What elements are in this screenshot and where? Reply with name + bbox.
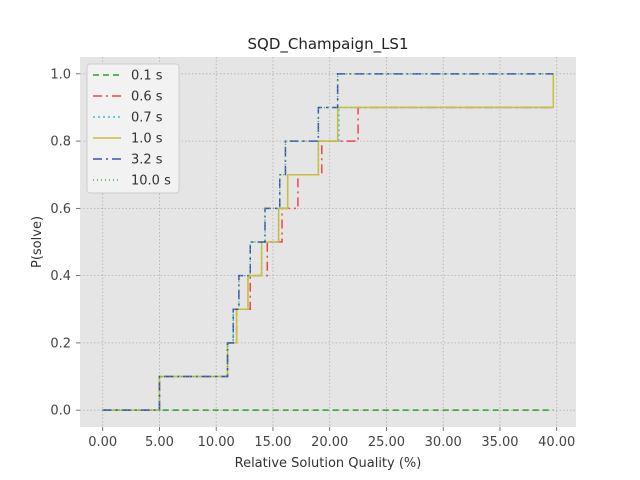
x-tick-label: 30.00: [425, 435, 462, 450]
axis-ticks: 0.00 5.00 10.00 15.00 20.00 25.00 30.00 35.00 40…: [50, 67, 575, 450]
legend-label: 1.0 s: [131, 132, 163, 147]
x-tick-label: 35.00: [481, 435, 518, 450]
series-line-2: [102, 106, 554, 411]
y-axis-label: P(solve): [30, 216, 45, 268]
legend: 0.1 s 0.6 s 0.7 s 1.0 s 3.2 s 10.0 s: [86, 63, 180, 194]
chart-title: SQD_Champaign_LS1: [248, 35, 409, 54]
y-tick-label: 0.8: [50, 135, 71, 150]
x-axis-label: Relative Solution Quality (%): [235, 456, 422, 471]
legend-label: 10.0 s: [131, 174, 171, 189]
series-line-5: [102, 73, 554, 411]
x-tick-label: 5.00: [145, 435, 174, 450]
x-tick-label: 15.00: [254, 435, 291, 450]
x-tick-label: 40.00: [538, 435, 575, 450]
x-tick-label: 0.00: [88, 435, 117, 450]
y-tick-label: 0.2: [50, 336, 71, 351]
legend-label: 3.2 s: [131, 153, 163, 168]
legend-label: 0.7 s: [131, 111, 163, 126]
legend-box: [86, 63, 180, 194]
legend-label: 0.6 s: [131, 90, 163, 105]
x-tick-label: 10.00: [198, 435, 235, 450]
series-lines: [102, 73, 555, 411]
legend-label: 0.1 s: [131, 69, 163, 84]
y-tick-label: 0.0: [50, 404, 71, 419]
x-tick-label: 25.00: [368, 435, 405, 450]
y-tick-label: 0.6: [50, 202, 71, 217]
y-tick-label: 1.0: [50, 67, 71, 82]
y-tick-label: 0.4: [50, 269, 71, 284]
x-tick-label: 20.00: [311, 435, 348, 450]
